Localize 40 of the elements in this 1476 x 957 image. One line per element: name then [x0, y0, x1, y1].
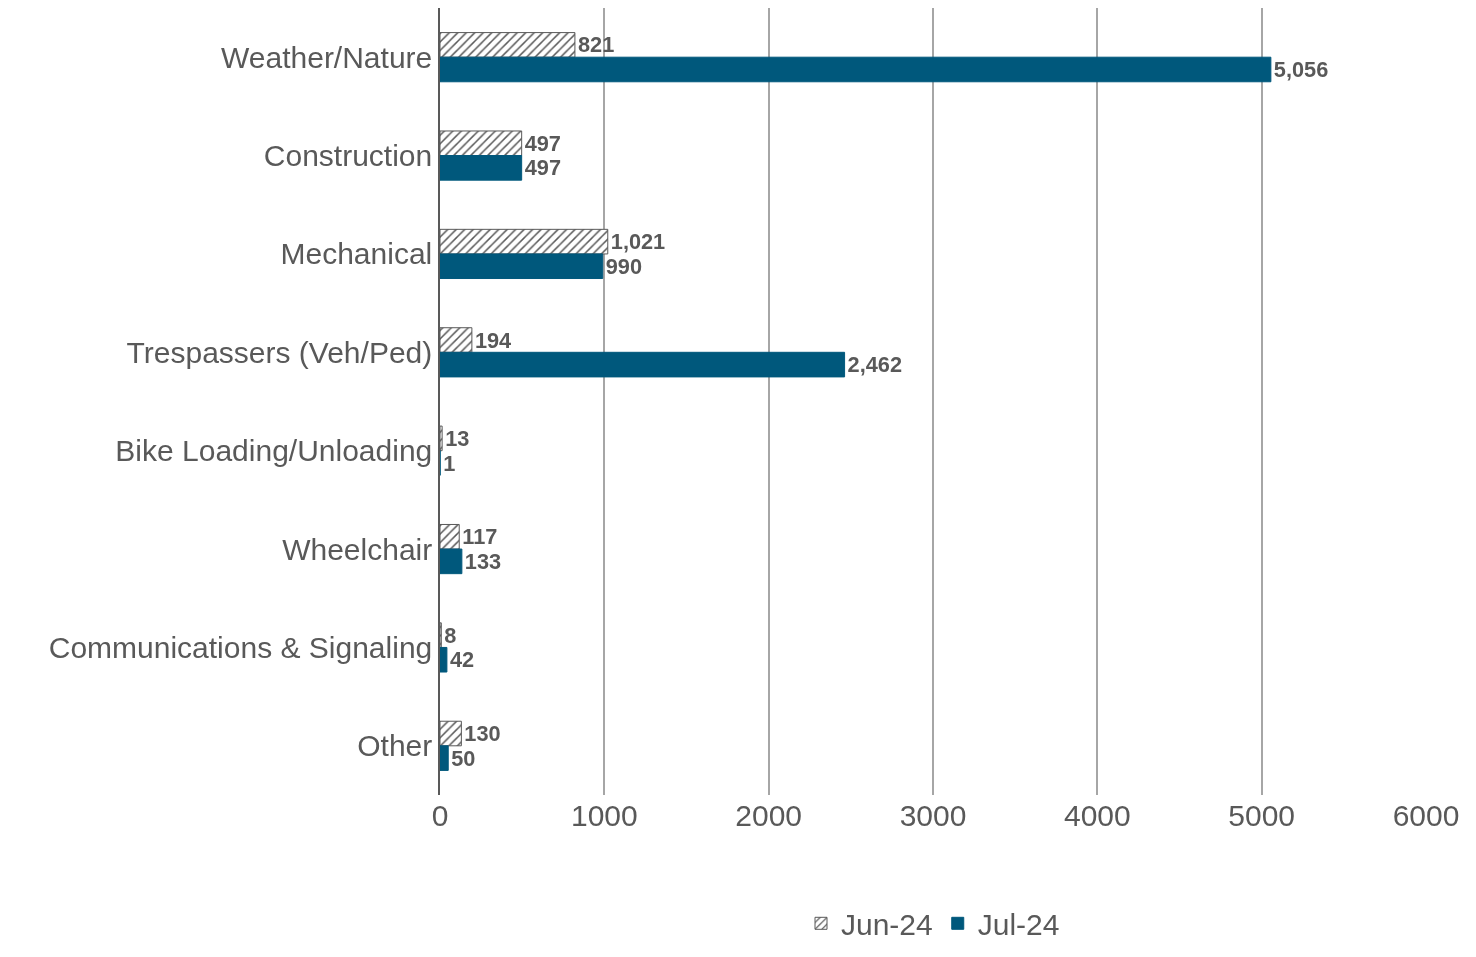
- data-label: 117: [462, 524, 498, 550]
- y-tick-label: Weather/Nature: [221, 40, 433, 74]
- data-label: 821: [577, 32, 615, 58]
- data-label: 13: [445, 425, 470, 451]
- x-tick-label: 0: [431, 799, 449, 832]
- x-tick-label: 6000: [1392, 799, 1460, 832]
- x-tick-label: 2000: [735, 799, 803, 832]
- data-label: 42: [449, 647, 475, 673]
- y-tick-label: Mechanical: [280, 237, 433, 271]
- data-label: 130: [464, 721, 501, 747]
- x-tick-label: 5000: [1228, 799, 1296, 832]
- bar: [440, 548, 463, 575]
- data-label: 1: [443, 450, 456, 476]
- text: Jun-24: [841, 908, 933, 942]
- y-tick-label: Wheelchair: [282, 532, 433, 566]
- data-label: 5,056: [1273, 57, 1329, 83]
- data-label: 990: [605, 253, 642, 279]
- bar: [440, 56, 1272, 83]
- y-tick-label: Communications & Signaling: [48, 630, 433, 664]
- y-tick-label: Bike Loading/Unloading: [115, 434, 433, 468]
- data-label: 50: [451, 745, 476, 771]
- data-label: 497: [524, 130, 561, 156]
- bar: [440, 253, 604, 280]
- y-tick-label: Other: [357, 729, 433, 763]
- bar: [440, 745, 449, 771]
- x-tick-label: 3000: [899, 799, 967, 832]
- y-tick-label: Trespassers (Veh/Ped): [126, 335, 433, 369]
- data-label: 194: [474, 327, 512, 353]
- bar: [440, 646, 448, 673]
- bar: [440, 351, 846, 378]
- legend-label: Jul-24: [977, 908, 1060, 942]
- x-tick-label: 4000: [1063, 799, 1131, 832]
- data-label: 2,462: [847, 352, 903, 378]
- data-label: 1,021: [610, 229, 666, 255]
- x-tick-label: 1000: [570, 799, 638, 832]
- data-label: 497: [524, 155, 561, 181]
- y-tick-label: Construction: [263, 139, 433, 173]
- bar: [440, 155, 523, 181]
- data-label: 133: [464, 548, 502, 574]
- data-label: 8: [444, 622, 457, 648]
